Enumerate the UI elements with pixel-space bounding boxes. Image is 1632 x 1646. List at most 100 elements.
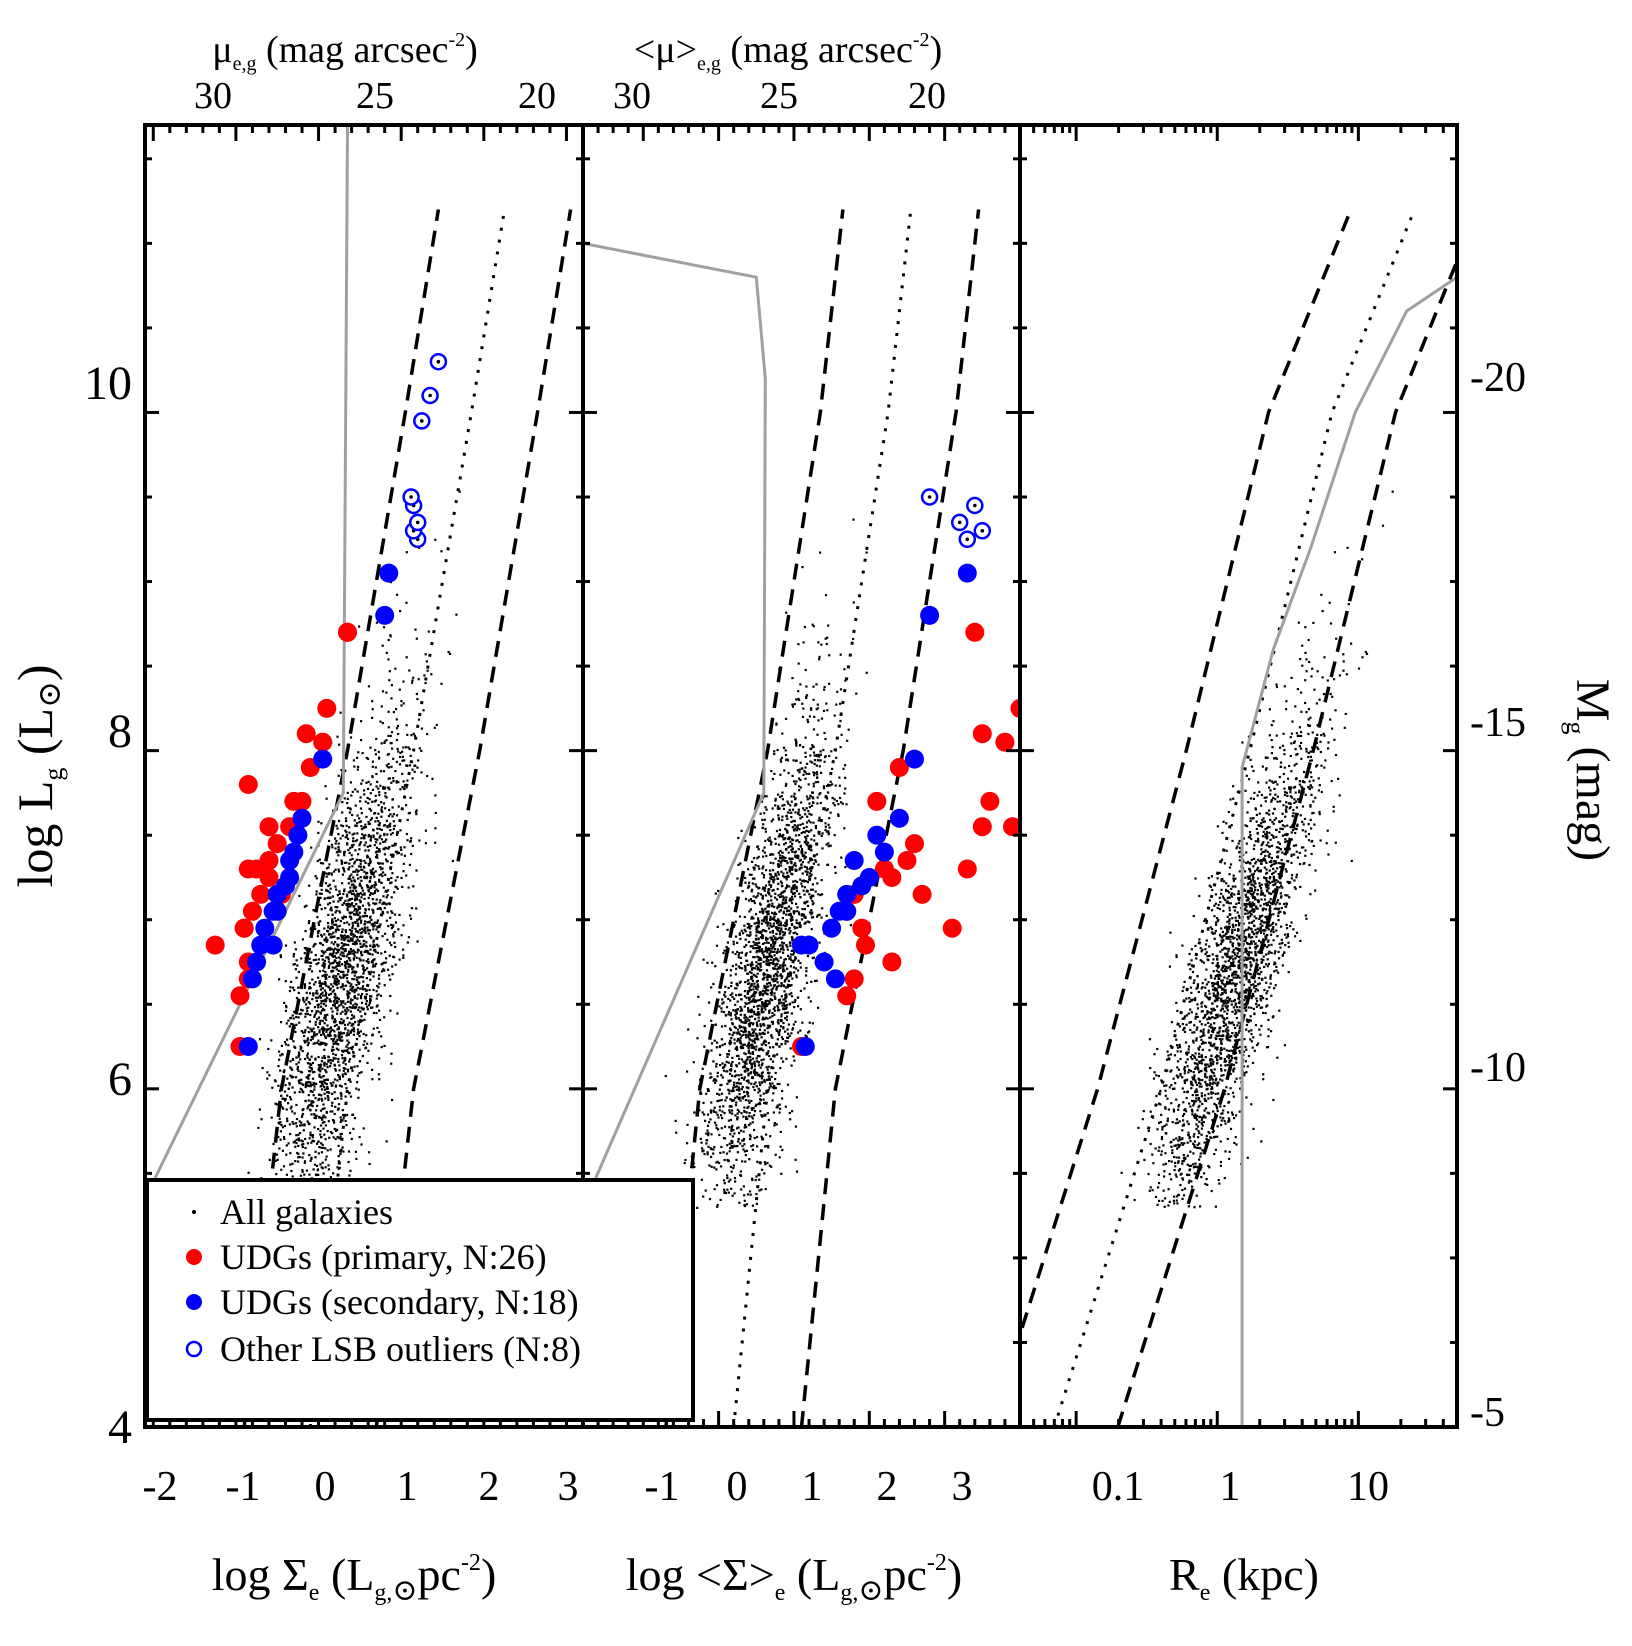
galaxy-point [780,905,784,909]
galaxy-point [320,1080,323,1083]
galaxy-point [334,842,337,845]
galaxy-point [760,1081,763,1084]
galaxy-point [773,985,776,988]
galaxy-point [352,1023,355,1026]
galaxy-point [376,832,379,835]
galaxy-point [323,1064,326,1067]
galaxy-point [788,899,791,902]
galaxy-point [336,961,339,965]
galaxy-point [329,896,332,899]
galaxy-point [731,1060,734,1064]
galaxy-point [293,1010,296,1013]
galaxy-point [327,1033,330,1036]
galaxy-point [827,823,830,826]
galaxy-point [771,950,774,953]
galaxy-point [743,1095,746,1098]
galaxy-point [337,936,340,940]
galaxy-point [356,1028,360,1031]
galaxy-point [721,1110,724,1113]
galaxy-point [739,862,742,865]
galaxy-point [331,953,334,956]
galaxy-point [349,898,352,901]
galaxy-point [843,827,846,830]
galaxy-point [750,1115,753,1118]
galaxy-point [720,1114,723,1117]
galaxy-point [334,1129,338,1132]
galaxy-point [775,1123,778,1126]
galaxy-point [359,997,363,1000]
galaxy-point [401,772,404,775]
galaxy-point [725,1060,728,1063]
galaxy-point [759,936,763,939]
galaxy-point [706,1151,709,1154]
galaxy-point [339,1000,342,1003]
galaxy-point [367,780,370,783]
galaxy-point [718,1088,721,1091]
galaxy-point [769,915,772,918]
galaxy-point [731,1056,734,1059]
galaxy-point [715,1111,718,1114]
galaxy-point [792,826,795,829]
galaxy-point [382,787,385,790]
galaxy-point [813,834,816,837]
galaxy-point [787,824,790,827]
galaxy-point [356,768,359,771]
galaxy-point [375,846,379,849]
galaxy-point [776,871,780,874]
galaxy-point [796,856,799,859]
galaxy-point [367,932,370,935]
galaxy-point [303,1124,306,1127]
galaxy-point [307,1030,310,1034]
galaxy-point [820,717,824,720]
galaxy-point [763,1161,766,1164]
galaxy-point [744,1019,747,1022]
galaxy-point [299,1048,302,1051]
galaxy-point [360,828,364,831]
galaxy-point [771,1011,774,1015]
galaxy-point [353,870,356,873]
galaxy-point [790,949,793,952]
galaxy-point [399,829,402,832]
galaxy-point [790,845,793,848]
galaxy-point [712,1152,715,1155]
galaxy-point [758,968,761,971]
galaxy-point [806,955,810,958]
galaxy-point [391,911,394,914]
galaxy-point [744,930,747,933]
galaxy-point [765,1091,768,1094]
galaxy-point [272,1142,275,1146]
galaxy-point [768,1055,771,1058]
galaxy-point [799,867,802,870]
galaxy-point [763,889,766,892]
galaxy-point [313,943,316,946]
galaxy-point [809,754,812,757]
galaxy-point [757,925,761,928]
galaxy-point [333,982,336,985]
galaxy-point [762,950,765,953]
galaxy-point [327,1120,330,1123]
galaxy-point [321,1161,324,1164]
galaxy-point [814,859,817,862]
galaxy-point [393,891,396,894]
galaxy-point [390,684,393,687]
galaxy-point [369,861,372,865]
galaxy-point [324,981,327,984]
galaxy-point [335,965,338,968]
galaxy-point [791,808,795,811]
galaxy-point [349,807,352,810]
galaxy-point [772,1007,775,1011]
galaxy-point [351,985,355,989]
galaxy-point [807,720,810,724]
galaxy-point [789,897,792,900]
galaxy-point [319,1070,322,1073]
galaxy-point [794,738,797,741]
galaxy-point [779,1130,782,1133]
galaxy-point [804,835,807,839]
galaxy-point [812,728,816,731]
galaxy-point [778,998,782,1001]
galaxy-point [310,846,313,849]
galaxy-point [374,766,377,769]
galaxy-point [786,800,789,803]
galaxy-point [708,1121,711,1124]
galaxy-point [388,941,392,944]
